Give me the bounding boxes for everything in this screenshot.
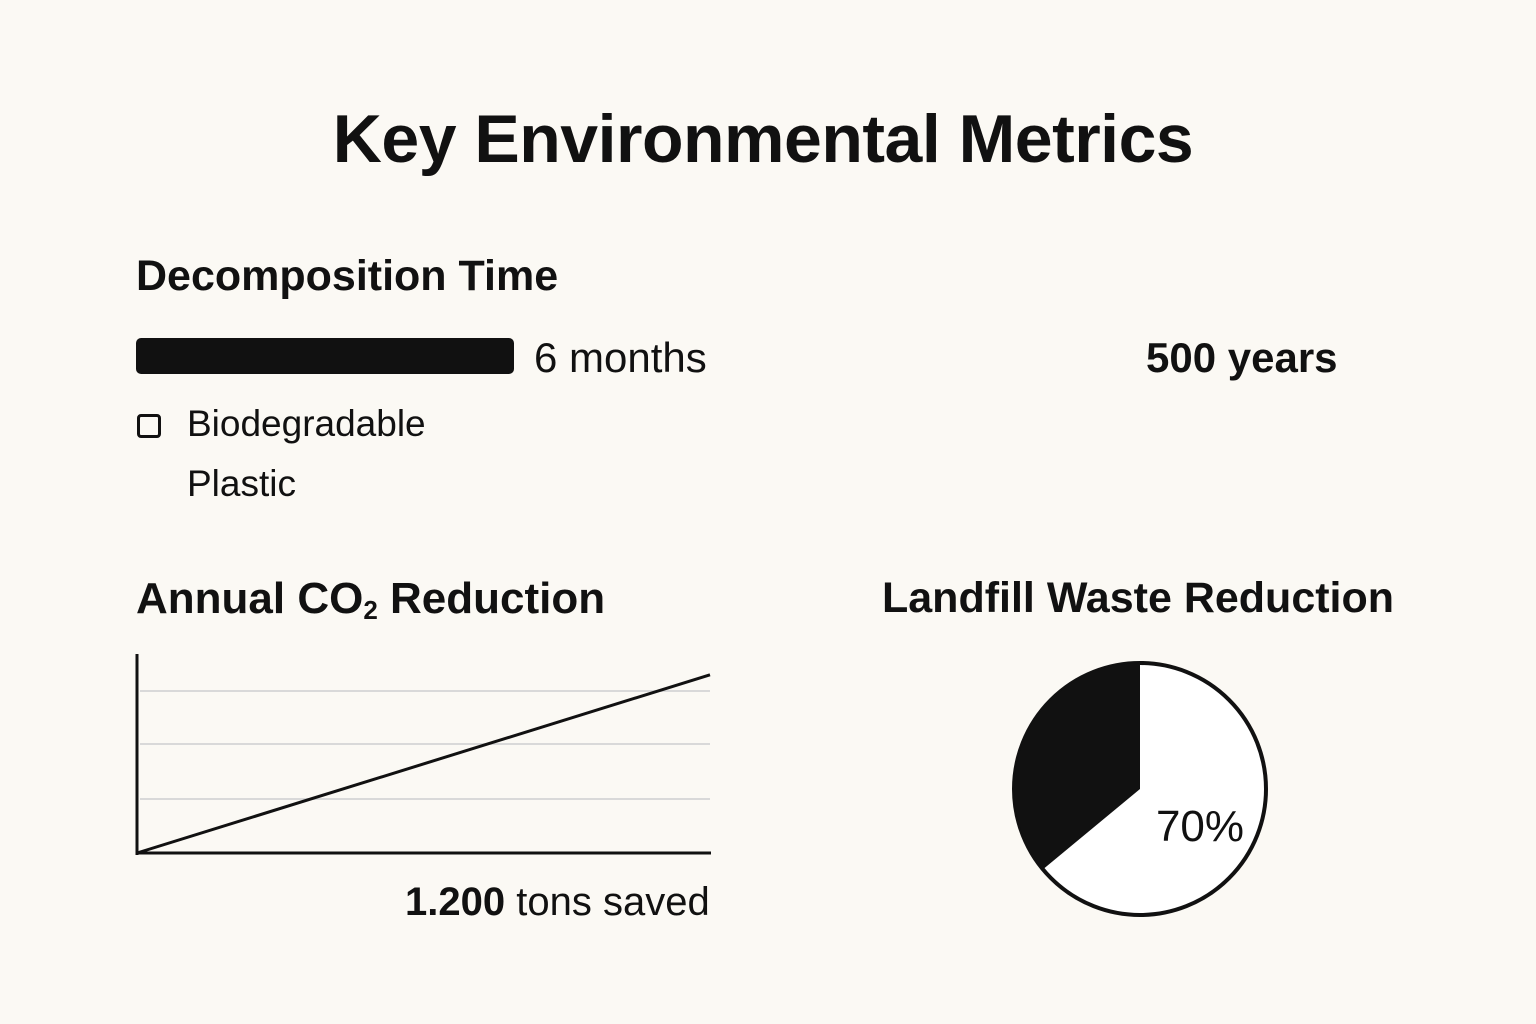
co2-total-annotation: 1.200 tons saved — [405, 880, 710, 925]
co2-total-value: 1.200 — [405, 880, 506, 924]
co2-title-prefix: Annual CO — [136, 574, 364, 623]
page-title: Key Environmental Metrics — [332, 101, 1194, 177]
decomposition-long-label: 500 years — [1146, 334, 1338, 381]
legend-plastic: Plastic — [187, 463, 296, 504]
co2-title: Annual CO2 Reduction — [136, 574, 605, 626]
co2-series-line — [136, 673, 711, 855]
decomposition-bar-biodegradable — [136, 338, 514, 374]
pie-slice-filled — [1014, 663, 1140, 870]
co2-title-subscript: 2 — [363, 595, 378, 625]
co2-title-suffix: Reduction — [377, 574, 606, 623]
co2-line-chart — [135, 654, 711, 855]
waste-title: Landfill Waste Reduction — [882, 574, 1395, 622]
decomposition-title: Decomposition Time — [136, 252, 559, 300]
co2-gridlines — [140, 690, 710, 800]
legend-checkbox-icon — [137, 414, 161, 438]
co2-total-unit: tons saved — [516, 880, 710, 924]
pie-percent-label: 70% — [1156, 802, 1244, 851]
legend-biodegradable: Biodegradable — [187, 403, 426, 444]
decomposition-short-label: 6 months — [534, 334, 707, 381]
